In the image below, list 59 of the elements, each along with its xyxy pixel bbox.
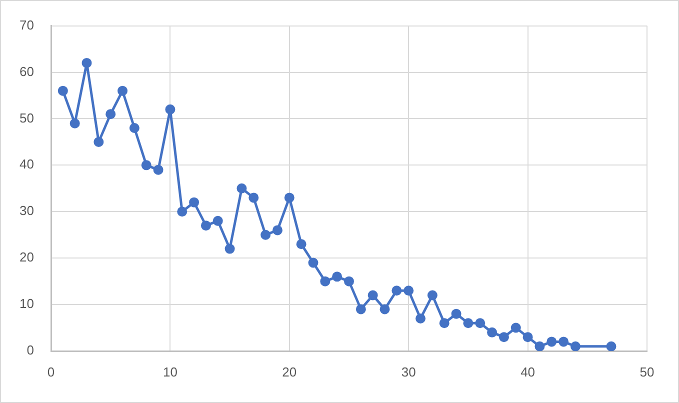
x-tick-label: 10 bbox=[162, 364, 178, 380]
point bbox=[165, 104, 176, 114]
point bbox=[70, 118, 80, 128]
point bbox=[570, 341, 580, 351]
y-tick-label: 10 bbox=[20, 296, 34, 312]
point bbox=[380, 304, 390, 314]
point bbox=[236, 183, 247, 194]
point bbox=[212, 216, 223, 226]
point bbox=[427, 290, 438, 300]
point bbox=[177, 206, 188, 217]
point bbox=[308, 258, 318, 268]
point bbox=[118, 86, 128, 96]
point bbox=[129, 123, 140, 134]
point bbox=[296, 239, 306, 250]
point bbox=[248, 192, 259, 203]
point bbox=[534, 341, 545, 351]
point bbox=[510, 322, 521, 333]
y-tick-label: 60 bbox=[20, 64, 34, 79]
y-tick-label: 70 bbox=[20, 17, 34, 32]
point bbox=[82, 58, 92, 68]
point bbox=[439, 318, 450, 328]
x-tick-label: 30 bbox=[401, 364, 416, 380]
point bbox=[141, 160, 152, 170]
point bbox=[189, 197, 200, 208]
y-tick-label: 20 bbox=[20, 250, 34, 265]
point bbox=[224, 244, 235, 254]
point bbox=[94, 136, 104, 147]
x-tick-label: 50 bbox=[640, 364, 654, 380]
point bbox=[58, 86, 68, 96]
point bbox=[451, 308, 462, 319]
point bbox=[522, 332, 533, 342]
point bbox=[320, 276, 330, 286]
point bbox=[392, 286, 402, 296]
point bbox=[332, 272, 342, 282]
y-tick-label: 30 bbox=[20, 203, 34, 218]
y-tick-label: 50 bbox=[20, 110, 34, 126]
point bbox=[558, 336, 569, 347]
point bbox=[546, 336, 557, 347]
point bbox=[416, 313, 426, 324]
point bbox=[356, 304, 366, 314]
point bbox=[487, 327, 498, 338]
point bbox=[344, 276, 354, 286]
point bbox=[260, 230, 271, 240]
point bbox=[284, 192, 294, 203]
x-tick-label: 0 bbox=[47, 364, 55, 380]
x-tick-label: 20 bbox=[282, 364, 297, 380]
point bbox=[272, 225, 282, 236]
x-tick-label: 40 bbox=[520, 364, 536, 380]
point bbox=[463, 318, 474, 328]
y-tick-label: 40 bbox=[20, 156, 34, 172]
point bbox=[404, 286, 414, 296]
y-tick-label: 0 bbox=[26, 342, 34, 358]
point bbox=[498, 332, 509, 342]
point bbox=[368, 290, 378, 300]
point bbox=[475, 318, 486, 328]
point bbox=[606, 341, 616, 351]
point bbox=[106, 109, 116, 120]
point bbox=[200, 220, 211, 231]
point bbox=[153, 164, 164, 175]
